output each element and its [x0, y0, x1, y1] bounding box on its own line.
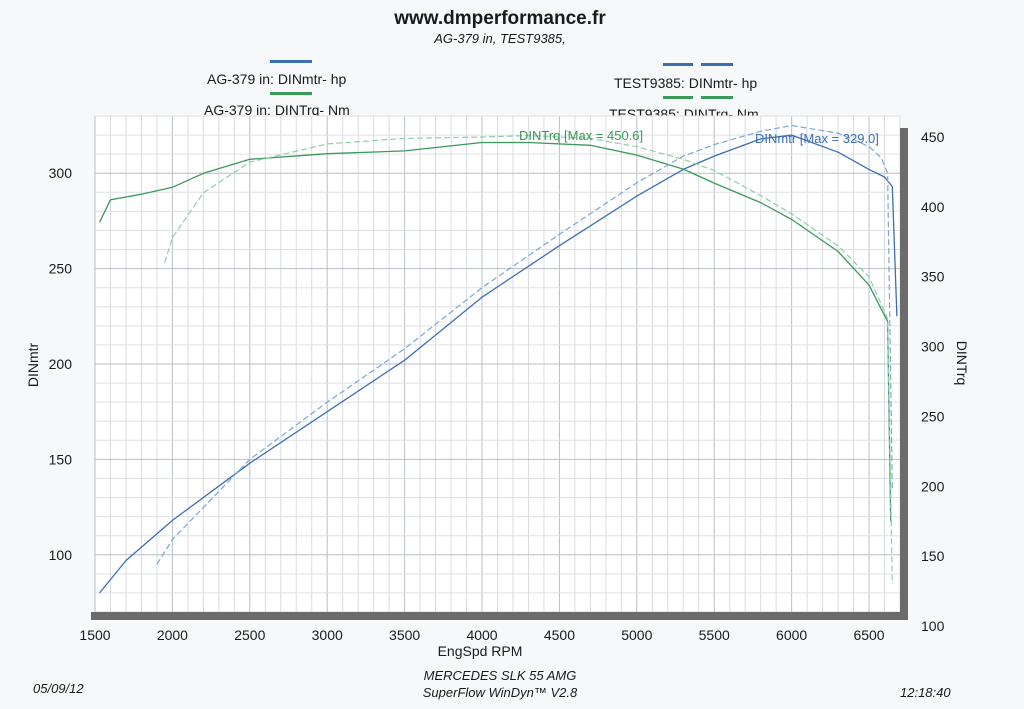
legend-test-power: TEST9385: DINmtr- hp: [614, 75, 758, 91]
x-tick-label: 2500: [234, 627, 265, 643]
legend-ag-torque: AG-379 in: DINTrq- Nm: [204, 102, 350, 118]
legend-swatch-test-torque: [663, 96, 693, 99]
y-axis-left-label: DINmtr: [25, 343, 41, 388]
footer-vehicle: MERCEDES SLK 55 AMG: [423, 668, 577, 683]
x-axis-label: EngSpd RPM: [438, 643, 523, 659]
y-axis-right-label: DINTrq: [954, 341, 970, 386]
power-max-annotation: DINmtr [Max = 329.0]: [755, 131, 879, 146]
y-right-tick-label: 350: [921, 269, 945, 285]
y-right-tick-label: 150: [921, 548, 945, 564]
x-tick-label: 6000: [776, 627, 807, 643]
legend-swatch-test-power: [663, 63, 693, 66]
y-axis-right-bar: [900, 128, 908, 620]
y-right-tick-label: 100: [921, 618, 945, 634]
x-tick-label: 5000: [621, 627, 652, 643]
x-tick-label: 2000: [157, 627, 188, 643]
legend-swatch-test-power-2: [701, 63, 733, 66]
torque-max-annotation: DINTrq [Max = 450.6]: [519, 128, 643, 143]
x-tick-label: 4000: [466, 627, 497, 643]
chart-subtitle: AG-379 in, TEST9385,: [434, 31, 566, 46]
x-axis-bar: [91, 612, 908, 620]
x-tick-label: 3500: [389, 627, 420, 643]
y-left-tick-label: 100: [49, 547, 73, 563]
y-right-tick-label: 300: [921, 339, 945, 355]
site-title: www.dmperformance.fr: [394, 8, 606, 29]
y-right-tick-label: 450: [921, 129, 945, 145]
footer-software: SuperFlow WinDyn™ V2.8: [422, 685, 578, 700]
footer-time: 12:18:40: [900, 685, 951, 700]
legend-ag-power: AG-379 in: DINmtr- hp: [207, 71, 347, 87]
y-left-tick-label: 150: [49, 451, 73, 467]
chart-ticks: 1500 2000 2500 3000 3500 4000 4500 5000 5500 6000…: [49, 129, 945, 643]
y-left-tick-label: 250: [49, 261, 73, 277]
y-left-tick-label: 300: [49, 165, 73, 181]
y-right-tick-label: 250: [921, 408, 945, 424]
series-line-3: [164, 135, 893, 585]
legend-swatch-ag-power: [270, 60, 312, 63]
chart-series: [99, 124, 898, 594]
x-tick-label: 4500: [544, 627, 575, 643]
x-tick-label: 3000: [312, 627, 343, 643]
series-line-2: [156, 124, 893, 565]
chart-frame: [91, 128, 908, 620]
y-right-tick-label: 200: [921, 478, 945, 494]
footer-center: MERCEDES SLK 55 AMG SuperFlow WinDyn™ V2…: [0, 667, 1000, 701]
chart-grid: [94, 115, 901, 613]
y-left-tick-label: 200: [49, 356, 73, 372]
x-tick-label: 5500: [699, 627, 730, 643]
series-line-1: [99, 141, 892, 522]
legend-swatch-ag-torque: [270, 92, 312, 95]
x-tick-label: 6500: [853, 627, 884, 643]
legend-swatch-test-torque-2: [701, 96, 733, 99]
footer-date: 05/09/12: [33, 681, 84, 696]
y-right-tick-label: 400: [921, 199, 945, 215]
x-tick-label: 1500: [79, 627, 110, 643]
